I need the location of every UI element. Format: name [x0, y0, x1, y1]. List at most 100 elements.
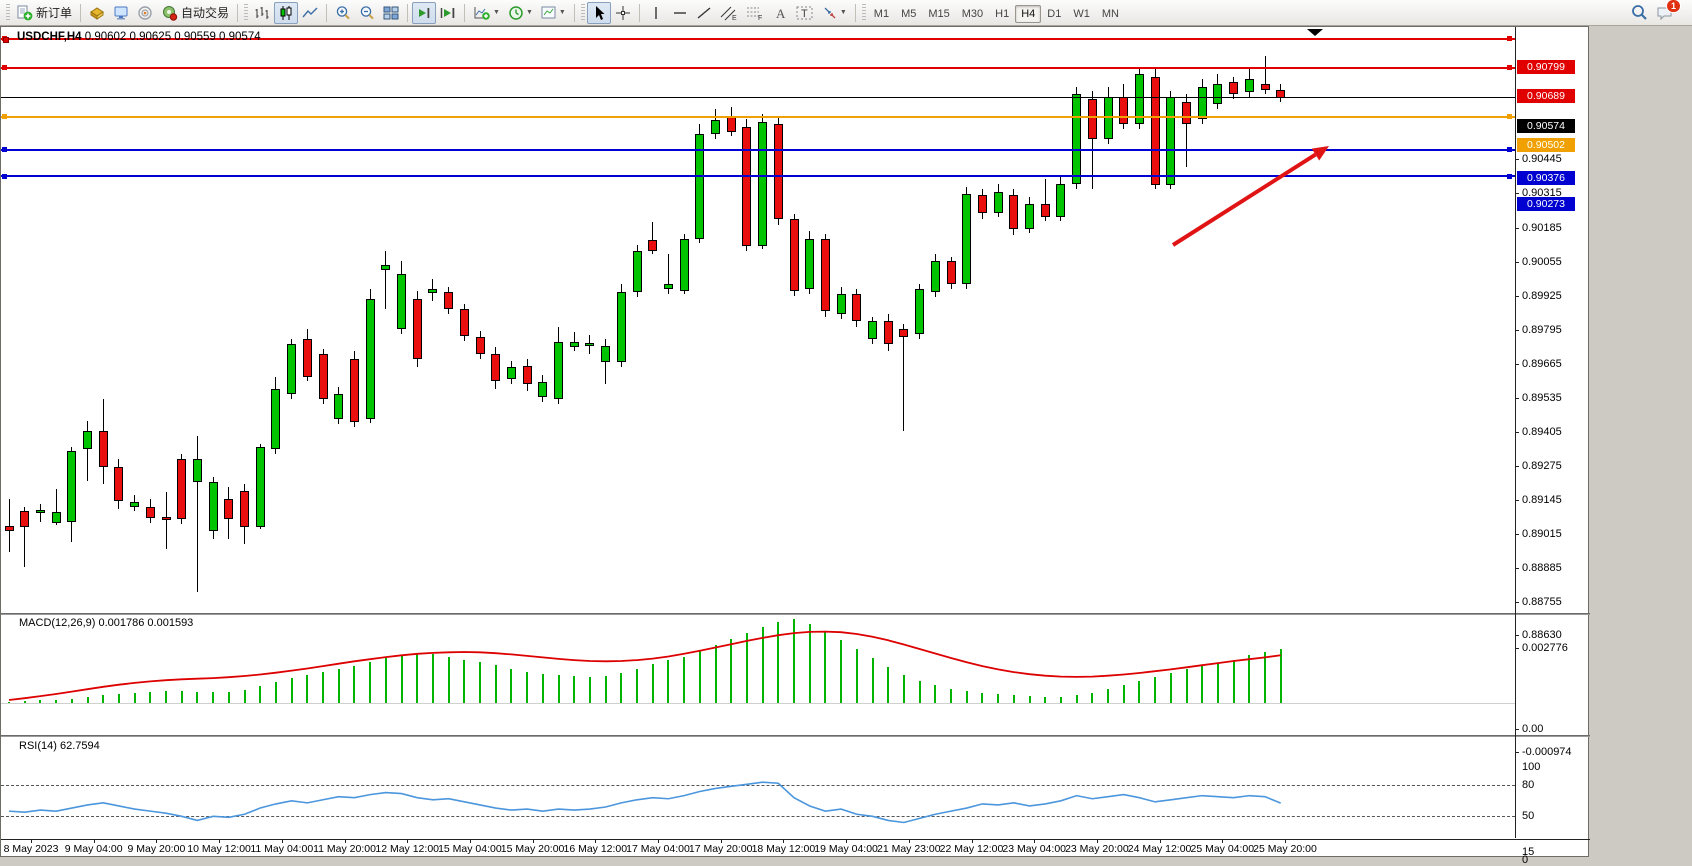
- cursor-button[interactable]: [586, 1, 611, 24]
- periods-button[interactable]: ▼: [504, 2, 537, 24]
- hline-left-handle[interactable]: [2, 147, 7, 153]
- zoom-out-button[interactable]: [355, 2, 379, 24]
- time-tick-label: 22 May 12:00: [939, 843, 1004, 855]
- current-price-line[interactable]: [1, 97, 1515, 99]
- macd-histogram-bar: [70, 698, 73, 703]
- timeframe-m15[interactable]: M15: [928, 7, 950, 20]
- hline-left-handle[interactable]: [2, 114, 7, 120]
- candle-wick: [667, 253, 669, 295]
- chart-profile-button[interactable]: [85, 2, 109, 24]
- bar-chart-icon: [255, 6, 269, 19]
- hline-left-handle[interactable]: [2, 173, 7, 179]
- macd-histogram-bar: [698, 650, 701, 703]
- arrows-button[interactable]: ▼: [818, 2, 851, 24]
- rsi-name: RSI(14): [19, 740, 57, 752]
- zoom-in-button[interactable]: [331, 2, 355, 24]
- macd-pane[interactable]: [1, 615, 1590, 735]
- timeframe-group: M1 M5 M15 M30 H1 H4 D1 W1 MN: [868, 4, 1125, 23]
- macd-histogram-bar: [793, 619, 795, 703]
- timeframe-w1[interactable]: W1: [1073, 7, 1090, 20]
- crosshair-button[interactable]: [611, 2, 635, 24]
- autotrading-icon: [163, 5, 178, 21]
- macd-histogram-bar: [1075, 695, 1078, 703]
- new-order-button[interactable]: 新订单: [12, 2, 76, 24]
- bar-chart-button[interactable]: [250, 2, 274, 24]
- fibonacci-button[interactable]: F: [742, 2, 768, 24]
- macd-histogram-bar: [431, 654, 434, 703]
- time-tick-label: 24 May 12:00: [1127, 843, 1192, 855]
- macd-histogram-bar: [1154, 676, 1157, 703]
- candle-body: [1040, 203, 1050, 218]
- auto-scroll-button[interactable]: [412, 1, 437, 24]
- zoom-in-icon: [336, 5, 350, 19]
- horizontal-line[interactable]: [1, 148, 1515, 151]
- candlestick-chart-button[interactable]: [274, 1, 299, 24]
- timeframe-d1[interactable]: D1: [1047, 7, 1062, 20]
- price-tick-label: 0.89275: [1522, 459, 1562, 472]
- candle-body: [287, 344, 297, 395]
- arrows-icon: [824, 7, 836, 18]
- main-chart-pane[interactable]: [1, 27, 1590, 613]
- horizontal-line[interactable]: [1, 115, 1515, 118]
- macd-histogram-bar: [494, 664, 497, 703]
- vertical-line-button[interactable]: [644, 2, 668, 24]
- time-tickmark: [219, 839, 221, 843]
- timeframe-mn[interactable]: MN: [1101, 7, 1119, 20]
- candle-body: [1166, 96, 1176, 185]
- hline-right-handle[interactable]: [1507, 36, 1512, 42]
- macd-histogram-bar: [918, 680, 921, 703]
- hline-right-handle[interactable]: [1507, 114, 1512, 120]
- horizontal-line[interactable]: [1, 175, 1515, 178]
- timeframe-h1[interactable]: H1: [995, 7, 1010, 20]
- tile-windows-button[interactable]: [379, 2, 403, 24]
- macd-histogram-bar: [102, 695, 105, 703]
- macd-histogram-bar: [745, 632, 748, 703]
- equidistant-channel-button[interactable]: E: [716, 2, 742, 24]
- hline-right-handle[interactable]: [1507, 173, 1512, 179]
- macd-histogram-bar: [86, 697, 89, 703]
- macd-histogram-bar: [369, 661, 372, 703]
- trendline-button[interactable]: [692, 2, 716, 24]
- macd-histogram-bar: [887, 667, 890, 703]
- toolbar-grip: [580, 3, 585, 22]
- candle-body: [1009, 195, 1019, 230]
- hline-right-handle[interactable]: [1507, 65, 1512, 71]
- hline-anchor-marker[interactable]: [3, 37, 9, 43]
- chart-shift-button[interactable]: [436, 2, 460, 24]
- rsi-axis-label: 50: [1522, 810, 1535, 823]
- hline-left-handle[interactable]: [2, 65, 7, 71]
- toolbar-grip: [861, 3, 866, 22]
- pane-separator[interactable]: [1, 735, 1590, 737]
- macd-histogram-bar: [965, 691, 968, 703]
- macd-histogram-bar: [149, 692, 152, 703]
- line-chart-button[interactable]: [298, 2, 322, 24]
- search-button[interactable]: [1626, 2, 1652, 24]
- time-tick-label: 25 May 20:00: [1253, 843, 1317, 855]
- text-label-button[interactable]: T: [792, 2, 818, 24]
- terminal-button[interactable]: [109, 2, 133, 24]
- candle-body: [1276, 90, 1286, 98]
- horizontal-line-button[interactable]: [668, 2, 692, 24]
- templates-button[interactable]: ▼: [537, 2, 570, 24]
- candle-body: [522, 366, 532, 385]
- timeframe-h4[interactable]: H4: [1015, 4, 1042, 23]
- macd-histogram-bar: [1264, 652, 1266, 703]
- pane-separator[interactable]: [1, 613, 1590, 615]
- candle-wick: [573, 331, 575, 352]
- horizontal-line[interactable]: [1, 66, 1515, 69]
- notifications-button[interactable]: 1: [1652, 0, 1681, 24]
- rsi-level-50: [1, 816, 1515, 818]
- text-button[interactable]: A: [768, 2, 792, 24]
- hline-right-handle[interactable]: [1507, 147, 1512, 153]
- macd-histogram-bar: [274, 682, 277, 703]
- rsi-pane[interactable]: [1, 737, 1590, 839]
- horizontal-line[interactable]: [1, 37, 1515, 40]
- timeframe-m5[interactable]: M5: [901, 7, 917, 20]
- autotrading-button[interactable]: 自动交易: [157, 2, 233, 24]
- indicators-button[interactable]: ▼: [469, 2, 504, 24]
- signals-button[interactable]: [133, 2, 157, 24]
- timeframe-m1[interactable]: M1: [873, 7, 890, 20]
- timeframe-m30[interactable]: M30: [961, 7, 984, 20]
- chart-shift-marker[interactable]: [1307, 29, 1323, 36]
- time-axis-line: [1, 839, 1590, 840]
